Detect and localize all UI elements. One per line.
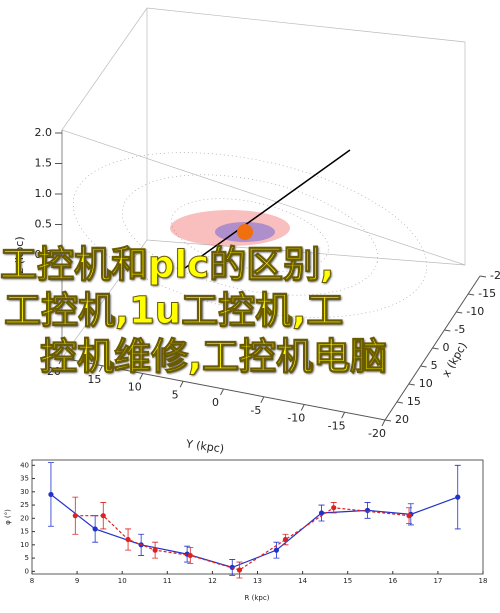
y-tick-label: 10: [128, 381, 142, 394]
x-tick: [420, 365, 427, 368]
x-tick: [384, 419, 392, 422]
y-tick-label: 15: [20, 528, 29, 536]
y-tick: [98, 365, 103, 372]
x-tick-label: -5: [454, 323, 465, 336]
y-tick-label: 25: [20, 501, 29, 509]
x-tick: [444, 329, 451, 332]
x-tick-label: -10: [466, 305, 484, 318]
y-tick-label: -20: [368, 427, 386, 440]
sun-marker: [237, 224, 253, 240]
x-tick-label: 10: [118, 577, 127, 585]
x-tick-label: 8: [30, 577, 34, 585]
x-tick-label: -15: [478, 287, 496, 300]
data-point: [455, 494, 461, 500]
y-tick: [260, 396, 265, 403]
y-tick-label: -10: [287, 412, 305, 425]
data-point: [92, 526, 98, 532]
x-tick: [479, 275, 487, 278]
z-tick-label: 2.0: [35, 126, 53, 139]
grid-ring: [171, 198, 329, 272]
data-point: [125, 536, 131, 543]
overlay-line: 工控机,1u工控机,工: [4, 289, 344, 333]
x-tick: [432, 347, 439, 350]
z-tick-label: 1.0: [35, 187, 53, 200]
x-tick-label: 13: [253, 577, 262, 585]
y-tick: [139, 373, 144, 380]
z-tick-label: 1.5: [35, 157, 53, 170]
data-point: [152, 547, 158, 553]
y-axis-label: Y (kpc): [184, 437, 225, 455]
y-tick-label: 5: [172, 388, 179, 401]
x-tick-label: 14: [298, 577, 307, 585]
y-tick-label: -15: [328, 419, 346, 432]
grid-ring: [72, 152, 428, 318]
x-tick-label: 17: [433, 577, 442, 585]
y-tick-label: 5: [25, 554, 29, 562]
y-axis-label: φ (°): [4, 509, 12, 525]
data-point: [100, 513, 106, 519]
data-point: [72, 513, 78, 519]
x-tick-label: 5: [431, 359, 438, 372]
x-tick-label: 11: [163, 577, 172, 585]
sightline: [184, 149, 351, 269]
z-tick-label: 0.0: [35, 248, 53, 261]
x-tick-label: 18: [479, 577, 488, 585]
y-tick-label: 20: [47, 365, 61, 378]
y-tick: [220, 388, 224, 396]
x-tick-label: 16: [388, 577, 397, 585]
data-point: [318, 510, 325, 516]
x-tick-label: 20: [395, 413, 409, 426]
x-tick: [456, 311, 463, 314]
box-back: [61, 7, 466, 266]
data-point: [187, 552, 193, 559]
x-tick: [396, 401, 403, 404]
y-tick-label: 0: [25, 567, 29, 575]
y-tick-label: 40: [20, 461, 29, 469]
red-stars: [170, 210, 290, 246]
y-tick-label: 0: [212, 396, 219, 409]
y-tick: [179, 381, 184, 388]
y-tick-label: -5: [250, 404, 261, 417]
data-point: [331, 505, 337, 511]
y-tick-label: 20: [20, 514, 29, 522]
chart-3d: z (kpc) Y (kpc) x (kpc) 0.00.51.01.52.02…: [13, 7, 500, 455]
x-tick: [468, 293, 475, 296]
x-tick-label: 15: [407, 395, 421, 408]
data-point: [364, 507, 371, 513]
box-edge: [61, 239, 148, 359]
overlay-line: 控机维修,工控机电脑: [40, 335, 388, 379]
data-point: [236, 567, 243, 573]
overlay-line: 工控机和plc的区别,: [0, 243, 335, 287]
box-edge: [146, 239, 466, 266]
x-tick-label: 9: [75, 577, 79, 585]
series-line: [50, 493, 458, 569]
data-point: [406, 513, 412, 519]
y-tick-label: 15: [87, 373, 101, 386]
x-tick-label: 15: [343, 577, 352, 585]
x-tick-label: -20: [490, 269, 500, 282]
y-tick-label: 10: [20, 541, 29, 549]
data-point: [273, 547, 280, 553]
x-tick-label: 0: [443, 341, 450, 354]
y-tick: [300, 404, 305, 411]
overlay-text: 工控机和plc的区别, 工控机,1u工控机,工 控机维修,工控机电脑: [0, 242, 500, 380]
data-point: [48, 491, 54, 498]
y-tick-label: 35: [20, 475, 29, 483]
y-tick-label: 30: [20, 488, 29, 496]
x-tick-label: 12: [208, 577, 217, 585]
x-tick-label: 10: [419, 377, 433, 390]
grid-ring: [122, 174, 378, 296]
data-point: [282, 536, 289, 543]
z-axis-label: z (kpc): [13, 236, 26, 273]
y-tick: [381, 419, 386, 427]
y-tick: [58, 357, 63, 365]
x-axis-label: R (kpc): [245, 594, 270, 602]
z-tick-label: 0.5: [35, 218, 53, 231]
y-tick: [341, 412, 346, 419]
x-tick: [408, 383, 415, 386]
